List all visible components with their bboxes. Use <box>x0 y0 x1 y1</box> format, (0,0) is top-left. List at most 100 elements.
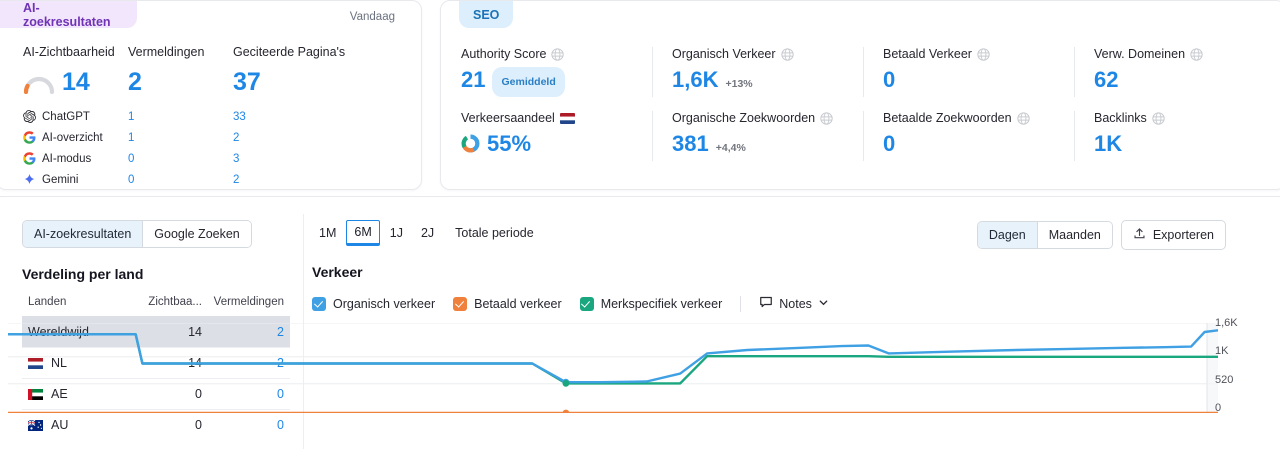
seo-metric-delta: +13% <box>725 78 753 90</box>
legend-item-branded[interactable]: Merkspecifiek verkeer <box>579 296 722 311</box>
seo-metric-value: 381 <box>672 131 709 156</box>
country-mentions: 2 <box>277 325 284 339</box>
range-2y[interactable]: 2J <box>420 226 435 240</box>
ai-engine-name: AI-modus <box>42 152 92 165</box>
globe-icon[interactable] <box>551 47 565 61</box>
ai-engine-name: AI-overzicht <box>42 131 103 144</box>
granularity-days[interactable]: Dagen <box>977 222 1037 248</box>
country-name: AU <box>51 418 69 432</box>
column-header-countries[interactable]: Landen <box>28 296 67 308</box>
granularity-months[interactable]: Maanden <box>1036 222 1112 248</box>
note-icon <box>759 295 773 312</box>
seo-metric-organic-keywords: Organische Zoekwoorden 381 +4,4% <box>652 105 863 169</box>
globe-icon[interactable] <box>820 111 833 125</box>
seo-card: SEO Authority Score 21 Gemiddeld <box>440 0 1280 190</box>
globe-icon[interactable] <box>977 47 990 61</box>
country-mentions: 0 <box>277 387 284 401</box>
export-button-label: Exporteren <box>1152 228 1214 242</box>
country-name: AE <box>51 387 68 401</box>
export-button[interactable]: Exporteren <box>1120 220 1226 250</box>
chart-legend: Organisch verkeer Betaald verkeer Merksp… <box>304 295 1280 312</box>
table-row[interactable]: Wereldwijd 14 2 <box>22 316 290 347</box>
source-tabs: AI-zoekresultaten Google Zoeken <box>22 220 252 248</box>
range-1y[interactable]: 1J <box>389 226 403 240</box>
flag-au-icon <box>27 419 43 431</box>
traffic-chart-pane: 1M 6M 1J 2J Totale periode Dagen Maanden… <box>304 197 1280 449</box>
ai-engine-row[interactable]: Gemini 0 2 <box>23 169 421 190</box>
ai-engine-row[interactable]: AI-overzicht 1 2 <box>23 127 421 148</box>
tab-ai-search[interactable]: AI-zoekresultaten <box>23 221 143 247</box>
country-mentions: 0 <box>277 418 284 432</box>
ai-card-tab[interactable]: AI-zoekresultaten <box>0 1 137 29</box>
ai-engine-list: ChatGPT 1 33 <box>23 106 421 190</box>
country-table: Landen Zichtbaa... Vermeldingen Wereldwi… <box>22 296 290 440</box>
seo-metrics-grid: Authority Score 21 Gemiddeld <box>441 41 1280 169</box>
flag-ae-icon <box>28 388 43 400</box>
seo-metric-value: 55% <box>487 131 532 156</box>
seo-metric-value: 0 <box>883 67 896 92</box>
tab-google-search[interactable]: Google Zoeken <box>142 221 251 247</box>
seo-metric-label: Verkeersaandeel <box>461 111 555 125</box>
chart-toolbar: Dagen Maanden Exporteren <box>976 220 1226 250</box>
ai-search-card: AI-zoekresultaten Vandaag AI-Zichtbaarhe… <box>0 0 422 190</box>
ai-cited-pages-header: Geciteerde Pagina's <box>233 45 346 59</box>
y-tick-label: 0 <box>1215 402 1222 414</box>
checkbox-paid[interactable] <box>453 296 468 311</box>
traffic-line-chart[interactable] <box>8 323 1280 433</box>
ai-engine-row[interactable]: AI-modus 0 3 <box>23 148 421 169</box>
status-badge: Gemiddeld <box>492 67 565 97</box>
time-range-selector: 1M 6M 1J 2J Totale periode <box>311 220 542 246</box>
ai-mentions-header: Vermeldingen <box>128 45 205 59</box>
ai-visibility-header: AI-Zichtbaarheid <box>23 45 115 59</box>
globe-icon[interactable] <box>780 47 794 61</box>
table-row[interactable]: AU 0 0 <box>22 409 290 440</box>
traffic-share-donut-icon <box>461 134 480 153</box>
seo-card-tab[interactable]: SEO <box>459 1 514 28</box>
chart-panel-title: Verkeer <box>312 264 363 280</box>
legend-item-organic[interactable]: Organisch verkeer <box>312 296 435 311</box>
legend-divider <box>740 295 742 312</box>
seo-metric-authority-score: Authority Score 21 Gemiddeld <box>441 41 652 105</box>
y-tick-label: 1K <box>1215 345 1229 357</box>
column-header-visibility[interactable]: Zichtbaa... <box>148 296 202 308</box>
country-name: NL <box>51 356 67 370</box>
ai-engine-mentions: 0 <box>128 152 135 165</box>
seo-metric-label: Backlinks <box>1094 111 1147 125</box>
legend-item-paid[interactable]: Betaald verkeer <box>453 296 562 311</box>
seo-metric-referring-domains: Verw. Domeinen 62 <box>1074 41 1280 105</box>
overview-cards-row: AI-zoekresultaten Vandaag AI-Zichtbaarhe… <box>0 0 1280 190</box>
upload-icon <box>1133 227 1146 243</box>
ai-engine-cited-pages: 33 <box>233 110 246 123</box>
globe-icon[interactable] <box>1016 111 1030 125</box>
range-6m[interactable]: 6M <box>346 220 380 246</box>
visibility-gauge-icon <box>23 73 55 95</box>
seo-metric-value: 1K <box>1094 131 1123 156</box>
seo-metric-value: 1,6K <box>672 67 719 92</box>
chevron-down-icon <box>818 297 829 311</box>
ai-cited-pages-total: 37 <box>233 68 261 96</box>
seo-metric-organic-traffic: Organisch Verkeer 1,6K +13% <box>652 41 863 105</box>
ai-engine-mentions: 1 <box>128 110 135 123</box>
ai-engine-row[interactable]: ChatGPT 1 33 <box>23 106 421 127</box>
globe-icon[interactable] <box>1190 47 1203 61</box>
ai-card-body: AI-Zichtbaarheid Vermeldingen Geciteerde… <box>0 1 421 190</box>
seo-metric-label: Betaald Verkeer <box>883 47 972 61</box>
table-row[interactable]: AE 0 0 <box>22 378 290 409</box>
seo-metric-label: Betaalde Zoekwoorden <box>883 111 1012 125</box>
granularity-selector: Dagen Maanden <box>976 221 1113 249</box>
ai-engine-cited-pages: 3 <box>233 152 240 165</box>
range-all-time[interactable]: Totale periode <box>455 226 534 240</box>
globe-icon[interactable] <box>1152 111 1165 125</box>
range-1m[interactable]: 1M <box>319 226 337 240</box>
column-header-mentions[interactable]: Vermeldingen <box>213 296 284 308</box>
ai-engine-mentions: 1 <box>128 131 135 144</box>
bottom-section: AI-zoekresultaten Google Zoeken Verdelin… <box>0 197 1280 449</box>
gemini-icon <box>23 173 36 186</box>
checkbox-organic[interactable] <box>312 296 326 311</box>
notes-dropdown[interactable]: Notes <box>759 295 829 312</box>
seo-metric-paid-traffic: Betaald Verkeer 0 <box>863 41 1074 105</box>
country-distribution-pane: AI-zoekresultaten Google Zoeken Verdelin… <box>0 197 304 449</box>
checkbox-branded[interactable] <box>579 296 594 311</box>
seo-metric-traffic-share: Verkeersaandeel <box>441 105 652 169</box>
